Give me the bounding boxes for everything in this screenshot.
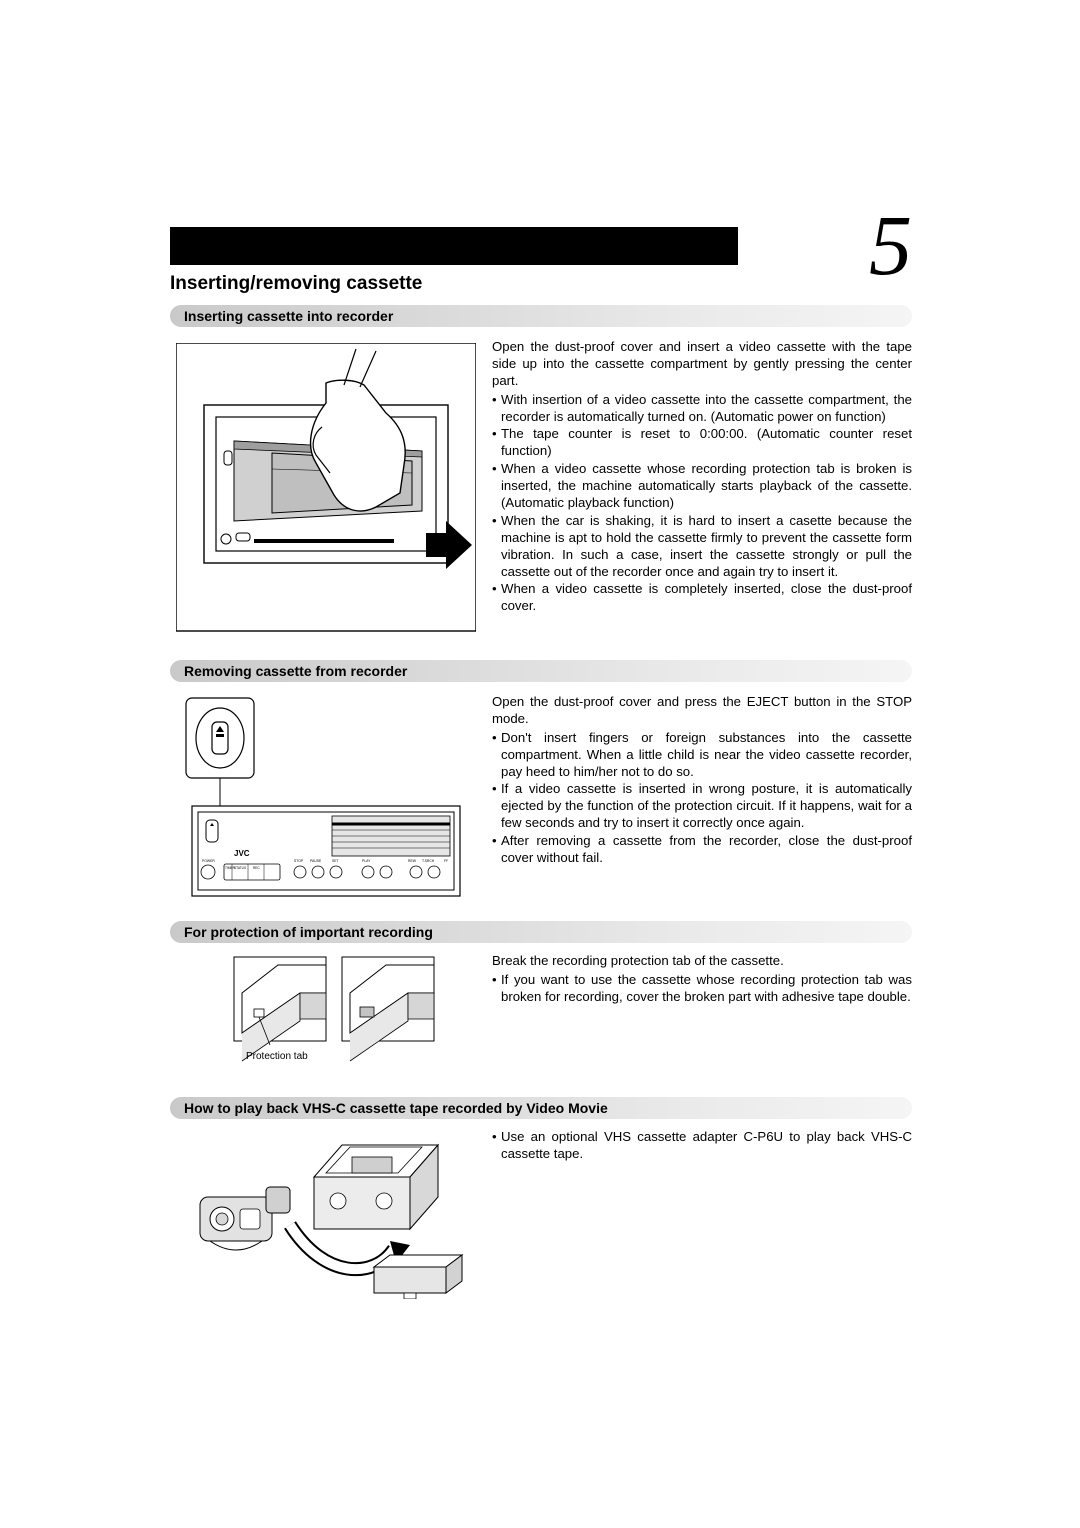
list-item: The tape counter is reset to 0:00:00. (A… (492, 426, 912, 460)
bullet-list: If you want to use the cassette whose re… (492, 972, 912, 1006)
text-block: Open the dust-proof cover and insert a v… (492, 339, 912, 616)
page-number: 5 (869, 195, 912, 295)
svg-text:REC: REC (253, 866, 260, 870)
intro-text: Open the dust-proof cover and press the … (492, 694, 912, 728)
svg-text:PAUSE: PAUSE (310, 859, 322, 863)
section-heading: Removing cassette from recorder (170, 660, 912, 682)
figure-caption: Protection tab (246, 1051, 308, 1062)
list-item: When a video cassette whose recording pr… (492, 461, 912, 512)
svg-text:PLAY: PLAY (362, 859, 371, 863)
jvc-label: JVC (234, 849, 250, 858)
bullet-list: Don't insert fingers or foreign substanc… (492, 730, 912, 867)
svg-text:FF: FF (444, 859, 448, 863)
list-item: After removing a cassette from the recor… (492, 833, 912, 867)
text-block: Break the recording protection tab of th… (492, 953, 912, 1007)
section-protection: For protection of important recording Pr… (170, 921, 912, 955)
figure-vhsc-adapter (194, 1129, 484, 1299)
svg-text:STATUS: STATUS (234, 866, 246, 870)
list-item: If you want to use the cassette whose re… (492, 972, 912, 1006)
section-heading: How to play back VHS-C cassette tape rec… (170, 1097, 912, 1119)
page-title: Inserting/removing cassette (170, 273, 422, 295)
list-item: When a video cassette is completely inse… (492, 581, 912, 615)
section-removing: Removing cassette from recorder (170, 660, 912, 694)
list-item: Use an optional VHS cassette adapter C-P… (492, 1129, 912, 1163)
section-vhsc: How to play back VHS-C cassette tape rec… (170, 1097, 912, 1131)
bullet-list: Use an optional VHS cassette adapter C-P… (492, 1129, 912, 1163)
svg-text:T.SRCH: T.SRCH (422, 859, 435, 863)
section-inserting: Inserting cassette into recorder (170, 305, 912, 339)
list-item: When the car is shaking, it is hard to i… (492, 513, 912, 581)
list-item: With insertion of a video cassette into … (492, 392, 912, 426)
bullet-list: With insertion of a video cassette into … (492, 392, 912, 616)
svg-text:SET: SET (332, 859, 339, 863)
intro-text: Open the dust-proof cover and insert a v… (492, 339, 912, 390)
figure-insert-cassette (176, 343, 476, 633)
svg-text:STOP: STOP (294, 859, 304, 863)
list-item: If a video cassette is inserted in wrong… (492, 781, 912, 832)
section-heading: Inserting cassette into recorder (170, 305, 912, 327)
figure-protection-tab (230, 953, 440, 1063)
text-block: Open the dust-proof cover and press the … (492, 694, 912, 868)
text-block: Use an optional VHS cassette adapter C-P… (492, 1129, 912, 1164)
list-item: Don't insert fingers or foreign substanc… (492, 730, 912, 781)
figure-eject: JVC TIMER STATUS REC STOP PAUSE SET (176, 694, 476, 904)
header-bar (170, 227, 738, 265)
svg-text:POWER: POWER (202, 859, 215, 863)
intro-text: Break the recording protection tab of th… (492, 953, 912, 970)
section-heading: For protection of important recording (170, 921, 912, 943)
svg-text:REW: REW (408, 859, 417, 863)
